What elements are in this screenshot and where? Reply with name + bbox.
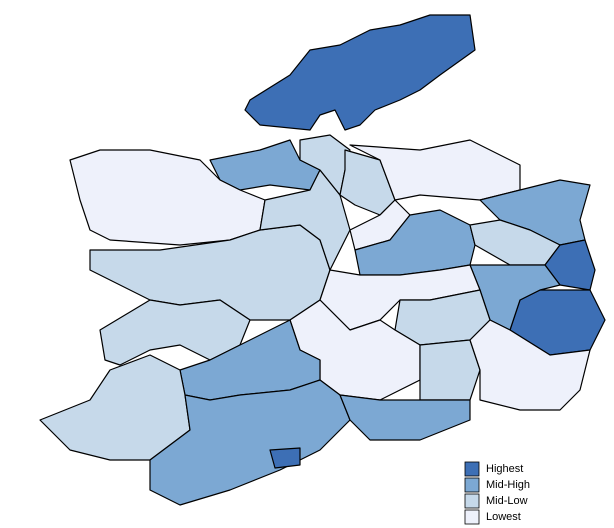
region	[339, 394, 471, 441]
legend-label: Highest	[486, 463, 523, 475]
legend-label: Mid-Low	[486, 495, 528, 507]
legend-label: Lowest	[486, 511, 521, 523]
region	[469, 319, 591, 411]
region	[244, 14, 476, 131]
legend-label: Mid-High	[486, 479, 530, 491]
legend-swatch	[464, 509, 480, 525]
region	[269, 447, 301, 469]
region	[419, 339, 481, 401]
legend-swatch	[464, 493, 480, 509]
region	[259, 169, 351, 271]
region	[39, 354, 191, 461]
legend-swatch	[464, 461, 480, 477]
legend-swatch	[464, 477, 480, 493]
